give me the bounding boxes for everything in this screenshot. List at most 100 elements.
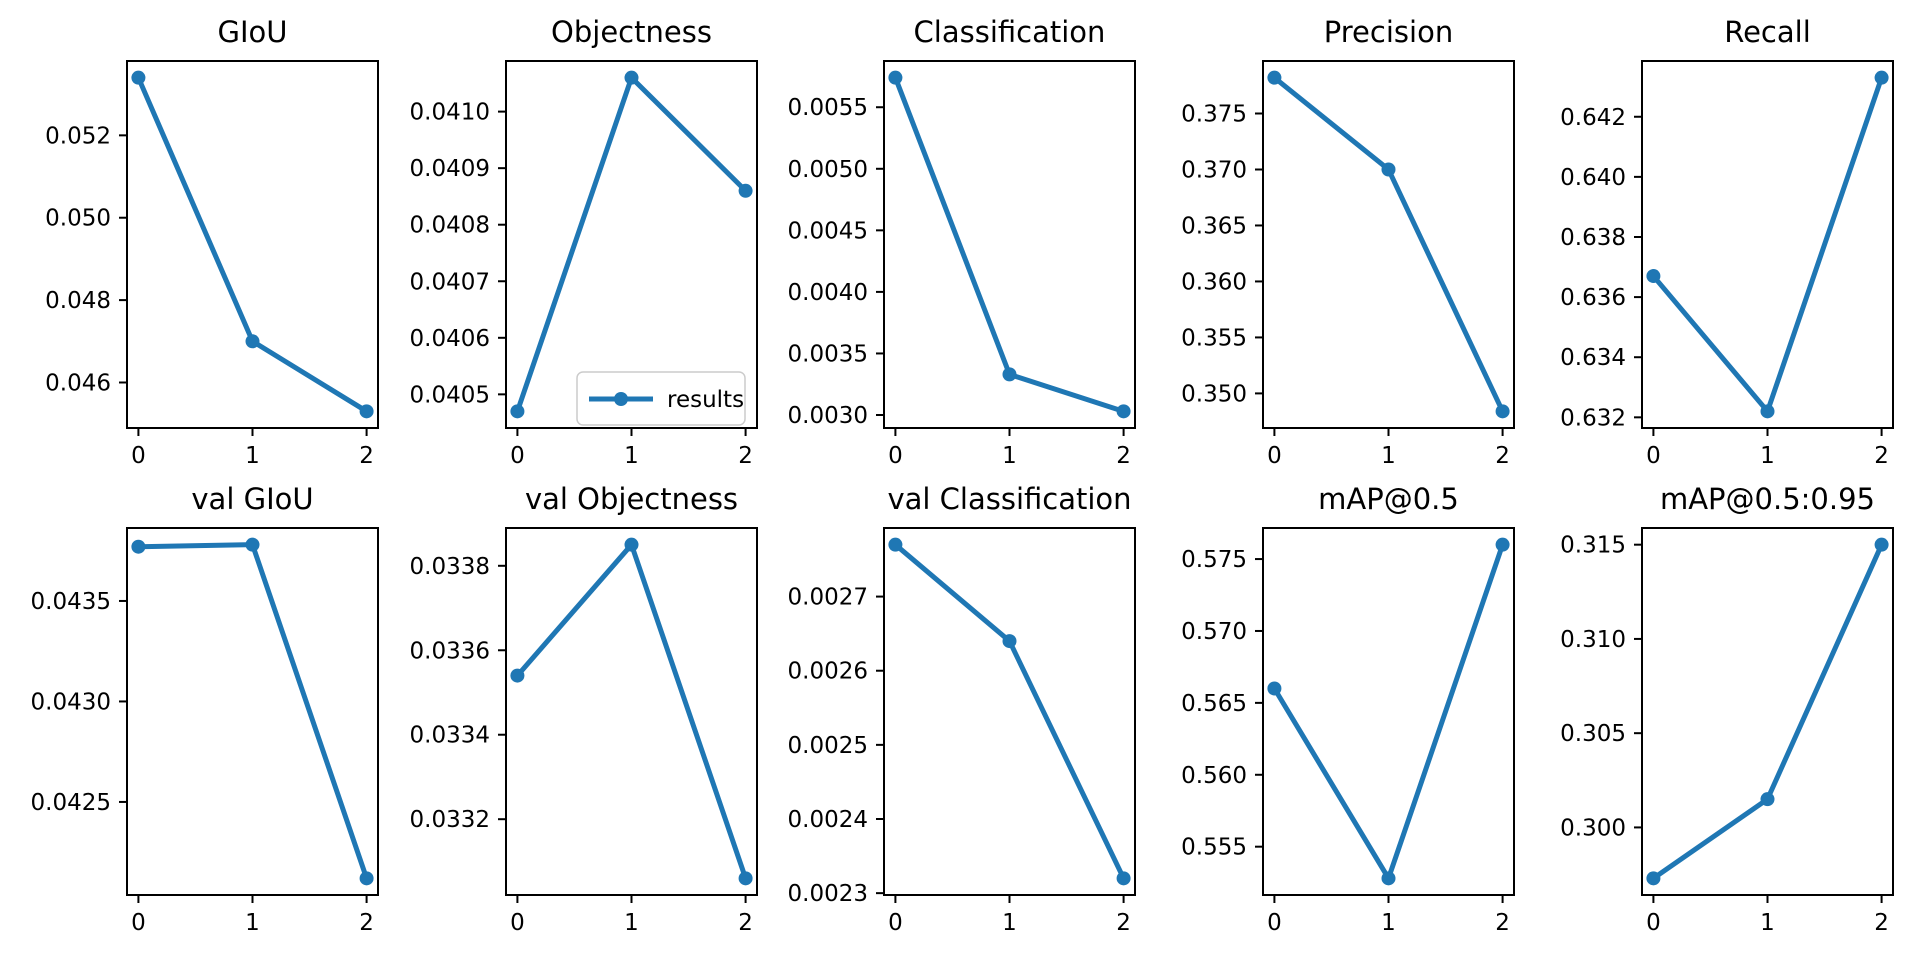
x-tick-label: 0 — [888, 910, 903, 936]
data-point — [1267, 70, 1282, 85]
y-tick-label: 0.0425 — [31, 790, 111, 816]
subplot-title-recall: Recall — [1724, 15, 1811, 49]
plot-canvas-precision: 0.350 0.355 0.360 0.365 0.370 0.375 0 1 2 — [1181, 60, 1515, 469]
subplot-map05: mAP@0.5 0.555 0.560 0.565 0.570 0.575 0 1 2 — [1148, 473, 1528, 940]
data-point — [1495, 537, 1510, 552]
data-point — [510, 668, 525, 683]
legend: results — [576, 371, 746, 426]
x-tick-label: 1 — [1760, 910, 1775, 936]
data-point — [1646, 269, 1661, 284]
data-point — [1381, 871, 1396, 886]
plot-canvas-giou: 0.046 0.048 0.050 0.052 0 1 2 — [45, 60, 379, 469]
x-tick-label: 2 — [359, 443, 374, 469]
subplot-title-val-giou: val GIoU — [191, 482, 314, 516]
y-tick-label: 0.555 — [1181, 835, 1247, 861]
y-tick-label: 0.0050 — [788, 157, 868, 183]
y-tick-label: 0.0334 — [410, 723, 490, 749]
data-point — [1002, 367, 1017, 382]
data-point — [1381, 162, 1396, 177]
x-tick-label: 0 — [1267, 910, 1282, 936]
x-tick-label: 2 — [1874, 910, 1889, 936]
y-tick-label: 0.048 — [45, 288, 111, 314]
y-tick-label: 0.0406 — [410, 326, 490, 352]
y-tick-label: 0.0408 — [410, 213, 490, 239]
y-tick-label: 0.0025 — [788, 733, 868, 759]
y-tick-label: 0.360 — [1181, 269, 1247, 295]
plot-canvas-classification: 0.0030 0.0035 0.0040 0.0045 0.0050 0.0055 0 1 2 — [788, 60, 1136, 469]
y-tick-label: 0.0410 — [410, 100, 490, 126]
y-tick-label: 0.0023 — [788, 881, 868, 907]
x-tick-label: 2 — [359, 910, 374, 936]
subplot-val-objectness: val Objectness 0.0332 0.0334 0.0336 0.0338 0… — [391, 473, 771, 940]
axes-frame — [883, 60, 1136, 429]
data-point — [624, 70, 639, 85]
subplot-title-val-classification: val Classification — [887, 482, 1132, 516]
y-tick-label: 0.636 — [1560, 285, 1626, 311]
data-point — [510, 404, 525, 419]
x-tick-label: 1 — [1002, 443, 1017, 469]
y-tick-label: 0.0332 — [410, 807, 490, 833]
x-tick-label: 1 — [1002, 910, 1017, 936]
y-tick-label: 0.634 — [1560, 345, 1626, 371]
y-tick-label: 0.350 — [1181, 381, 1247, 407]
subplot-title-objectness: Objectness — [551, 15, 712, 49]
legend-label: results — [667, 387, 744, 413]
x-tick-label: 0 — [1267, 443, 1282, 469]
data-point — [1002, 634, 1017, 649]
data-point — [1874, 70, 1889, 85]
x-tick-label: 1 — [624, 910, 639, 936]
data-point — [131, 539, 146, 554]
subplot-precision: Precision 0.350 0.355 0.360 0.365 0.370 0.375… — [1148, 6, 1528, 473]
y-tick-label: 0.0055 — [788, 95, 868, 121]
x-tick-label: 0 — [510, 910, 525, 936]
data-point — [1267, 681, 1282, 696]
data-point — [1116, 404, 1131, 419]
subplot-objectness: Objectness 0.0405 0.0406 0.0407 0.0408 0.040… — [391, 6, 771, 473]
x-tick-label: 2 — [738, 910, 753, 936]
legend-marker — [614, 392, 628, 406]
y-tick-label: 0.315 — [1560, 533, 1626, 559]
y-tick-label: 0.0035 — [788, 341, 868, 367]
plot-canvas-map05-095: 0.300 0.305 0.310 0.315 0 1 2 — [1560, 527, 1894, 936]
subplot-map05-095: mAP@0.5:0.95 0.300 0.305 0.310 0.315 0 1 2 — [1527, 473, 1907, 940]
subplot-title-val-objectness: val Objectness — [524, 482, 739, 516]
plot-canvas-map05: 0.555 0.560 0.565 0.570 0.575 0 1 2 — [1181, 527, 1515, 936]
y-tick-label: 0.0407 — [410, 269, 490, 295]
data-point — [1646, 871, 1661, 886]
y-tick-label: 0.638 — [1560, 225, 1626, 251]
y-tick-label: 0.0338 — [410, 554, 490, 580]
data-point — [359, 871, 374, 886]
data-point — [245, 334, 260, 349]
plot-canvas-val-classification: 0.0023 0.0024 0.0025 0.0026 0.0027 0 1 2 — [788, 527, 1136, 936]
subplot-val-giou: val GIoU 0.0425 0.0430 0.0435 0 1 2 — [12, 473, 392, 940]
subplot-title-map05-095: mAP@0.5:0.95 — [1659, 482, 1876, 516]
data-point — [624, 537, 639, 552]
axes-frame — [126, 60, 379, 429]
y-tick-label: 0.355 — [1181, 325, 1247, 351]
subplot-title-map05: mAP@0.5 — [1318, 482, 1459, 516]
y-tick-label: 0.0024 — [788, 807, 868, 833]
x-tick-label: 0 — [1646, 443, 1661, 469]
x-tick-label: 2 — [1874, 443, 1889, 469]
y-tick-label: 0.560 — [1181, 763, 1247, 789]
data-point — [888, 70, 903, 85]
y-tick-label: 0.0030 — [788, 403, 868, 429]
x-tick-label: 0 — [131, 910, 146, 936]
data-point — [245, 537, 260, 552]
x-tick-label: 0 — [510, 443, 525, 469]
y-tick-label: 0.642 — [1560, 105, 1626, 131]
plot-canvas-val-objectness: 0.0332 0.0334 0.0336 0.0338 0 1 2 — [410, 527, 758, 936]
y-tick-label: 0.575 — [1181, 547, 1247, 573]
data-point — [1495, 404, 1510, 419]
plot-canvas-val-giou: 0.0425 0.0430 0.0435 0 1 2 — [31, 527, 379, 936]
subplot-val-classification: val Classification 0.0023 0.0024 0.0025 0.0… — [769, 473, 1149, 940]
y-tick-label: 0.052 — [45, 123, 111, 149]
y-tick-label: 0.0040 — [788, 280, 868, 306]
y-tick-label: 0.0045 — [788, 218, 868, 244]
axes-frame — [883, 527, 1136, 896]
x-tick-label: 1 — [624, 443, 639, 469]
data-point — [131, 70, 146, 85]
y-tick-label: 0.640 — [1560, 165, 1626, 191]
x-tick-label: 1 — [1381, 910, 1396, 936]
